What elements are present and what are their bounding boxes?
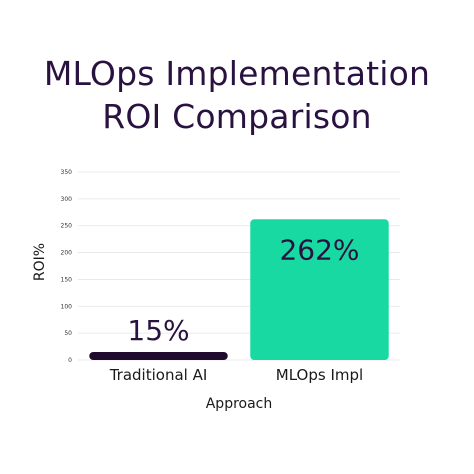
y-tick-label: 300 <box>61 196 73 203</box>
x-axis-title: Approach <box>206 396 273 412</box>
x-category-label: Traditional AI <box>109 366 208 384</box>
y-axis-title: ROI% <box>32 243 48 281</box>
data-label: 262% <box>279 233 359 266</box>
bars <box>89 219 389 360</box>
y-tick-label: 350 <box>61 169 73 176</box>
x-category-label: MLOps Impl <box>276 366 363 384</box>
chart-title-line-2: ROI Comparison <box>102 97 372 136</box>
y-tick-label: 100 <box>61 303 73 310</box>
bar <box>89 351 228 360</box>
y-tick-label: 200 <box>61 250 73 257</box>
data-labels: 15% 262% <box>127 233 359 347</box>
chart-title-line-1: MLOps Implementation <box>43 54 431 93</box>
y-tick-label: 50 <box>64 330 72 337</box>
y-tick-label: 150 <box>61 276 73 283</box>
data-label: 15% <box>127 314 189 347</box>
y-tick-label: 250 <box>61 223 73 230</box>
bar <box>250 219 389 360</box>
chart-title: MLOps Implementation ROI Comparison <box>0 52 474 138</box>
y-axis-ticks: 0 50 100 150 200 250 300 350 <box>61 169 73 364</box>
y-tick-label: 0 <box>68 357 72 364</box>
x-axis-categories: Traditional AI MLOps Impl <box>109 366 363 384</box>
